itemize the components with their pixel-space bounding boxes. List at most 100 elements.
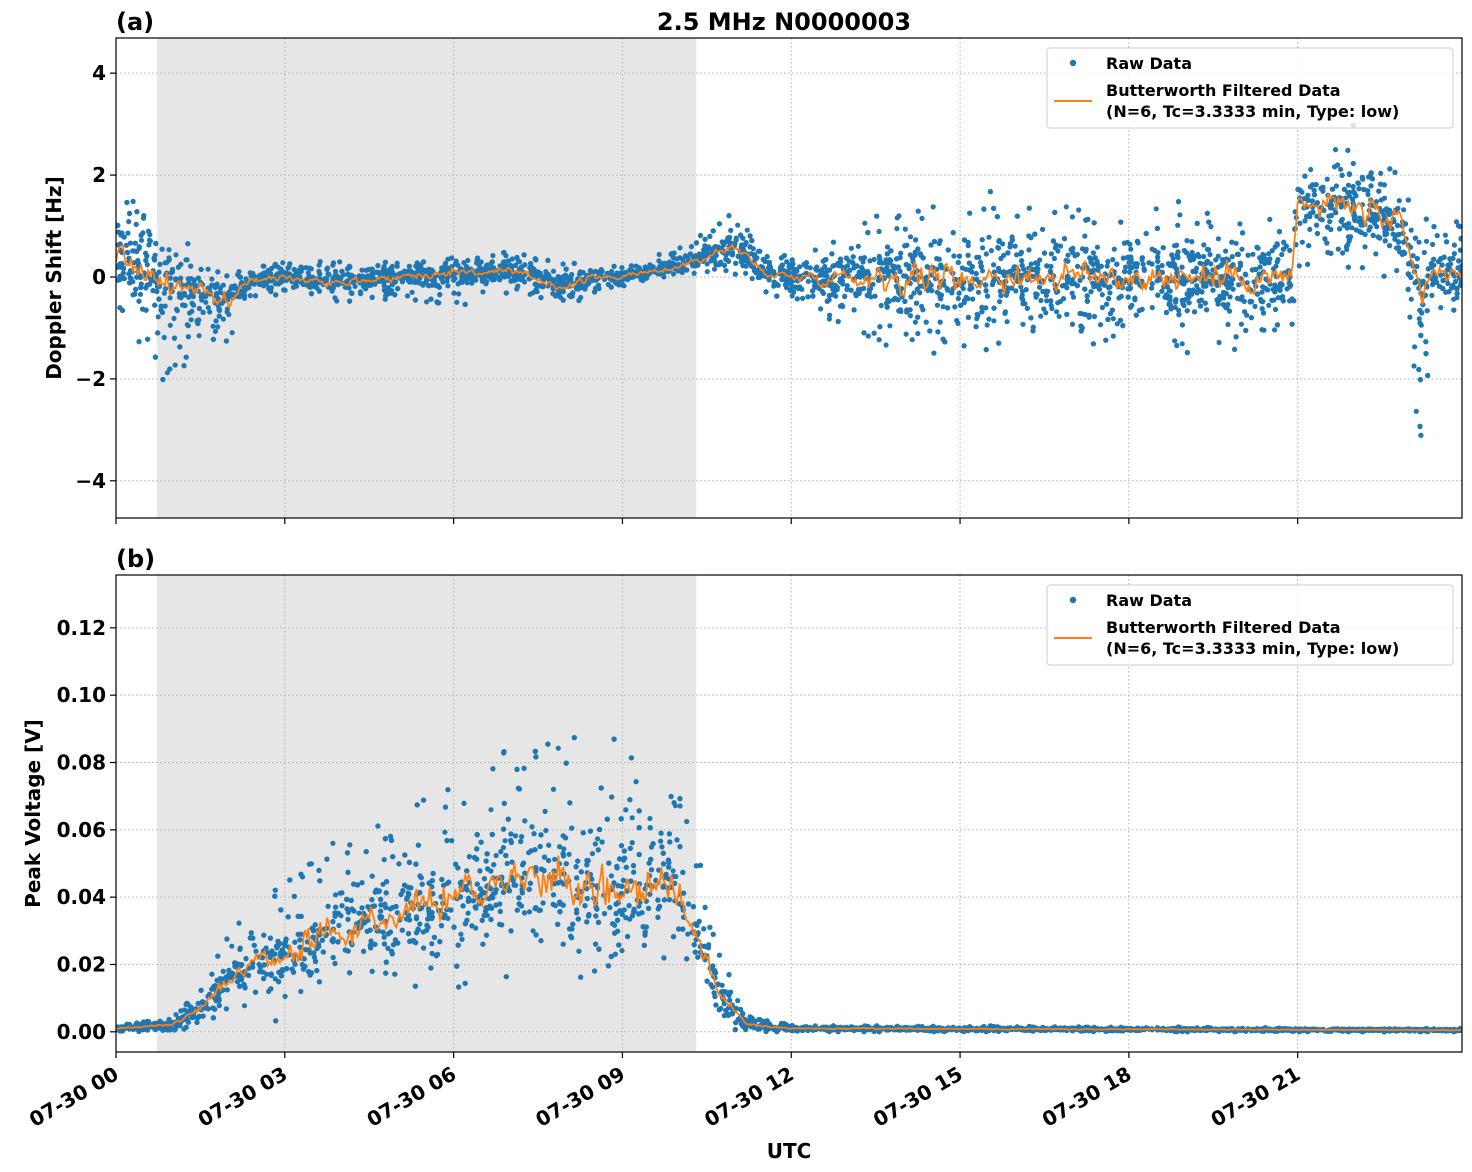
raw-data-point [1440,277,1446,284]
raw-data-point [159,246,165,252]
raw-data-point [1207,251,1213,258]
raw-data-point [332,295,338,301]
raw-data-point [906,266,912,272]
raw-data-point [173,276,179,282]
raw-data-point [498,849,504,855]
raw-data-point [991,205,997,211]
raw-data-point [1176,312,1182,318]
raw-data-point [138,237,145,243]
raw-data-point [555,745,561,751]
raw-data-point [817,272,823,278]
raw-data-point [1272,306,1279,313]
raw-data-point [1408,296,1414,302]
raw-data-point [1335,246,1341,252]
raw-data-point [777,265,784,271]
raw-data-point [912,319,919,325]
raw-data-point [1077,310,1083,317]
raw-data-point [984,293,991,299]
raw-data-point [1287,247,1293,253]
raw-data-point [384,268,390,274]
raw-data-point [1243,272,1249,278]
raw-data-point [1174,270,1180,276]
raw-data-point [958,302,964,308]
raw-data-point [890,268,896,274]
raw-data-point [134,209,140,215]
raw-data-point [980,245,986,251]
raw-data-point [1402,250,1408,256]
raw-data-point [986,316,992,322]
raw-data-point [117,261,123,267]
raw-data-point [782,282,789,288]
raw-data-point [864,292,870,298]
raw-data-point [1007,241,1014,247]
raw-data-point [710,228,716,234]
raw-data-point [1009,234,1015,240]
raw-data-point [1106,296,1112,302]
raw-data-point [1174,342,1180,349]
raw-data-point [1252,303,1258,309]
raw-data-point [1453,285,1459,291]
raw-data-point [1083,248,1089,254]
raw-data-point [1423,238,1430,244]
raw-data-point [998,293,1004,299]
raw-data-point [931,350,937,356]
raw-data-point [677,803,683,809]
raw-data-point [1378,170,1384,176]
raw-data-point [268,288,274,295]
raw-data-point [732,271,738,277]
raw-data-point [1418,432,1424,438]
raw-data-point [126,219,132,225]
raw-data-point [1254,291,1260,297]
raw-data-point [157,261,163,267]
raw-data-point [325,271,331,277]
raw-data-point [1275,295,1281,301]
raw-data-point [1417,320,1423,326]
raw-data-point [480,289,486,295]
raw-data-point [1243,327,1249,334]
raw-data-point [150,288,156,294]
raw-data-point [969,264,975,270]
raw-data-point [1236,266,1242,273]
raw-data-point [1305,261,1311,267]
raw-data-point [1143,230,1149,237]
raw-data-point [521,860,527,866]
raw-data-point [996,238,1002,245]
raw-data-point [937,294,943,301]
raw-data-point [894,226,900,232]
raw-data-point [1214,282,1220,288]
raw-data-point [1365,191,1371,198]
raw-data-point [1419,310,1425,316]
raw-data-point [1381,212,1387,218]
raw-data-point [1311,187,1317,193]
raw-data-point [1423,216,1429,222]
raw-data-point [1020,321,1026,327]
raw-data-point [1186,254,1192,260]
raw-data-point [181,292,187,298]
raw-data-point [1026,247,1032,253]
raw-data-point [1408,227,1414,233]
raw-data-point [1120,255,1126,261]
raw-data-point [134,274,140,280]
raw-data-point [155,314,161,320]
raw-data-point [1328,198,1334,205]
raw-data-point [670,868,676,874]
raw-data-point [1405,197,1411,203]
raw-data-point [680,256,686,262]
raw-data-point [280,260,286,266]
raw-data-point [229,943,235,949]
raw-data-point [786,264,792,270]
panel-label: (a) [116,8,154,36]
raw-data-point [530,928,536,934]
y-tick-label: 2 [92,163,106,187]
raw-data-point [920,255,926,261]
raw-data-point [172,362,178,368]
raw-data-point [1122,268,1128,275]
raw-data-point [282,993,288,1000]
raw-data-point [434,299,440,305]
raw-data-point [1390,231,1396,237]
raw-data-point [1311,192,1318,198]
raw-data-point [1204,210,1210,216]
raw-data-point [1280,246,1286,252]
raw-data-point [220,316,226,322]
raw-data-point [1424,308,1430,314]
